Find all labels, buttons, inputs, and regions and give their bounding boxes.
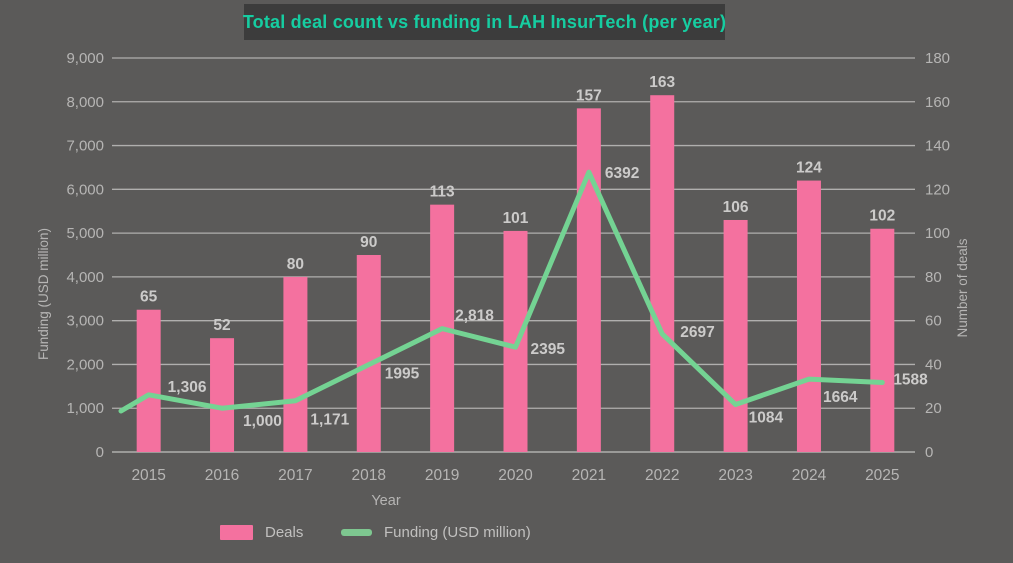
- y-axis-title-left: Funding (USD million): [36, 228, 51, 360]
- deals-bar[interactable]: [796, 180, 821, 453]
- deals-bar-label: 157: [576, 87, 602, 104]
- x-tick-label: 2022: [645, 467, 679, 484]
- x-tick-label: 2025: [865, 467, 899, 484]
- y-tick-label-left: 8,000: [66, 94, 104, 111]
- y-tick-label-right: 0: [925, 444, 933, 461]
- deals-bar[interactable]: [283, 276, 308, 452]
- funding-value-label: 2395: [531, 341, 566, 358]
- x-tick-label: 2024: [792, 467, 827, 484]
- deals-bar-label: 124: [796, 160, 822, 177]
- x-tick-label: 2019: [425, 467, 459, 484]
- y-tick-label-right: 60: [925, 313, 942, 330]
- y-tick-label-right: 100: [925, 225, 950, 242]
- funding-value-label: 1,000: [243, 413, 282, 430]
- funding-value-label: 2697: [680, 324, 714, 341]
- x-tick-label: 2020: [498, 467, 533, 484]
- x-axis-title: Year: [371, 493, 400, 509]
- deals-bar-label: 101: [503, 210, 529, 227]
- deals-bar-label: 102: [869, 208, 895, 225]
- funding-value-label: 1,171: [310, 412, 349, 429]
- legend-label-funding: Funding (USD million): [384, 524, 531, 541]
- deals-bar-label: 113: [430, 184, 455, 201]
- deals-swatch-icon: [220, 525, 253, 540]
- x-tick-label: 2016: [205, 467, 239, 484]
- funding-value-label: 1588: [893, 371, 928, 388]
- y-tick-label-right: 40: [925, 356, 942, 373]
- x-tick-label: 2023: [718, 467, 752, 484]
- funding-value-label: 1,306: [168, 379, 207, 396]
- funding-value-label: 6392: [605, 165, 639, 182]
- y-tick-label-right: 140: [925, 138, 950, 155]
- deals-bar[interactable]: [650, 95, 675, 452]
- y-tick-label-left: 5,000: [66, 225, 104, 242]
- x-tick-label: 2021: [572, 467, 606, 484]
- y-tick-label-left: 4,000: [66, 269, 104, 286]
- x-tick-label: 2015: [131, 467, 165, 484]
- funding-value-label: 1664: [823, 389, 858, 406]
- deals-bar-label: 106: [723, 199, 749, 216]
- y-tick-label-right: 120: [925, 181, 950, 198]
- x-tick-label: 2018: [352, 467, 386, 484]
- funding-line[interactable]: [118, 169, 885, 414]
- deals-bar-label: 163: [649, 74, 675, 91]
- y-tick-label-right: 20: [925, 400, 942, 417]
- y-tick-label-left: 6,000: [66, 181, 104, 198]
- chart-legend: Deals Funding (USD million): [0, 522, 1013, 548]
- y-tick-label-right: 160: [925, 94, 950, 111]
- deals-bar[interactable]: [356, 255, 381, 452]
- deals-bar-label: 52: [213, 317, 230, 334]
- y-tick-label-right: 180: [925, 50, 950, 67]
- x-tick-label: 2017: [278, 467, 312, 484]
- deals-bar-label: 80: [287, 256, 304, 273]
- funding-value-label: 1084: [749, 410, 784, 427]
- y-tick-label-left: 2,000: [66, 356, 104, 373]
- legend-item-funding[interactable]: Funding (USD million): [341, 524, 531, 541]
- y-tick-label-left: 9,000: [66, 50, 104, 67]
- deals-bar[interactable]: [576, 108, 601, 452]
- y-tick-label-right: 80: [925, 269, 942, 286]
- legend-label-deals: Deals: [265, 524, 304, 541]
- deals-bar-label: 65: [140, 289, 158, 306]
- funding-swatch-icon: [341, 529, 372, 536]
- legend-item-deals[interactable]: Deals: [220, 524, 303, 541]
- y-tick-label-left: 7,000: [66, 138, 104, 155]
- deals-bar-label: 90: [360, 234, 377, 251]
- y-tick-label-left: 3,000: [66, 313, 104, 330]
- y-axis-title-right: Number of deals: [955, 238, 970, 337]
- deals-bar[interactable]: [723, 219, 748, 452]
- funding-value-label: 2,818: [455, 308, 494, 325]
- deals-bar[interactable]: [136, 309, 161, 452]
- y-tick-label-left: 1,000: [66, 400, 104, 417]
- funding-value-label: 1995: [385, 366, 420, 383]
- y-tick-label-left: 0: [96, 444, 104, 461]
- deals-bar[interactable]: [870, 228, 895, 452]
- chart-title-box: Total deal count vs funding in LAH Insur…: [242, 4, 727, 40]
- deals-bar[interactable]: [210, 338, 235, 452]
- chart-title: Total deal count vs funding in LAH Insur…: [242, 11, 727, 32]
